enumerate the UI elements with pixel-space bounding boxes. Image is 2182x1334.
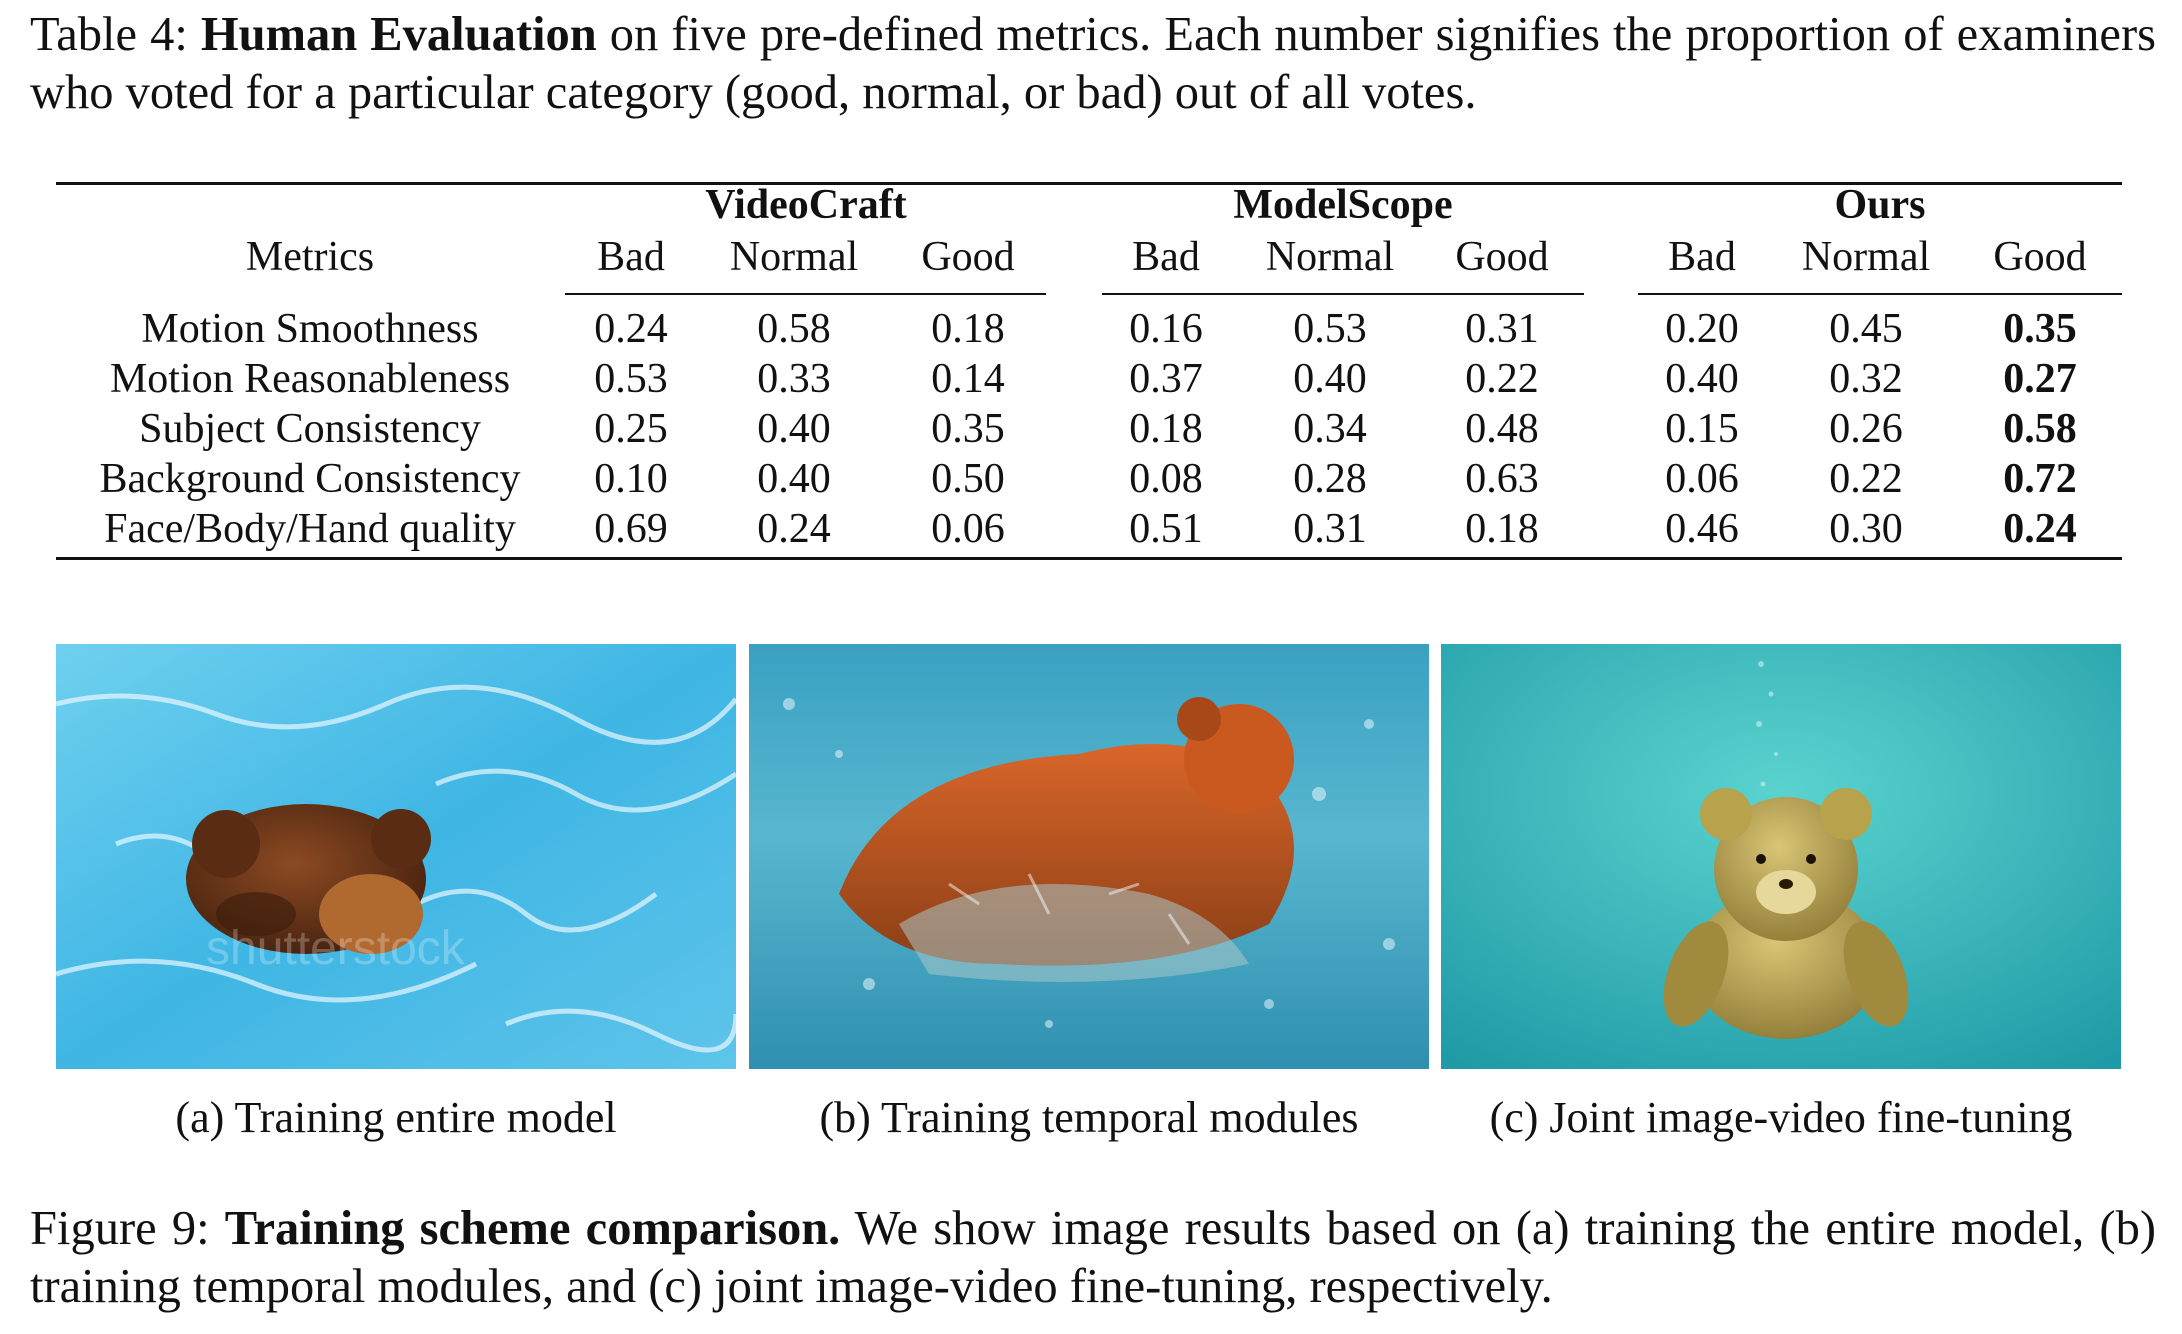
- subcaption-b: (b) Training temporal modules: [819, 1093, 1359, 1142]
- teddy-bear-splash-image: [749, 644, 1429, 1069]
- figure-panel-a: shutterstock: [56, 644, 736, 1069]
- table-cell-value: 0.69: [594, 506, 668, 552]
- metrics-header: Metrics: [245, 234, 375, 280]
- table-cell-value: 0.30: [1829, 506, 1903, 552]
- table-cell-value: 0.18: [1129, 406, 1203, 452]
- table-cell-value: 0.06: [1665, 456, 1739, 502]
- table-cell-value: 0.31: [1293, 506, 1367, 552]
- table-bottom-rule: [56, 557, 2122, 560]
- table-cell-value: 0.25: [594, 406, 668, 452]
- table-cell-value: 0.16: [1129, 306, 1203, 352]
- teddy-bear-pool-image: shutterstock: [56, 644, 736, 1069]
- table-cell-value: 0.10: [594, 456, 668, 502]
- column-header-normal: Normal: [729, 234, 859, 280]
- table-cell-value: 0.14: [931, 356, 1005, 402]
- row-metric-label: Face/Body/Hand quality: [104, 506, 516, 552]
- table-cell-value: 0.63: [1465, 456, 1539, 502]
- figure-panel-c: [1441, 644, 2121, 1069]
- table-top-rule: [56, 182, 2122, 185]
- column-header-normal: Normal: [1265, 234, 1395, 280]
- column-header-bad: Bad: [1132, 234, 1200, 280]
- row-metric-label: Motion Smoothness: [141, 306, 479, 352]
- group-header-ours: Ours: [1834, 182, 1926, 228]
- table-cell-value: 0.40: [1293, 356, 1367, 402]
- table-caption-label: Table 4:: [30, 8, 188, 61]
- table-cell-value: 0.32: [1829, 356, 1903, 402]
- table-cell-value: 0.18: [1465, 506, 1539, 552]
- row-metric-label: Motion Reasonableness: [109, 356, 511, 402]
- table-cell-value: 0.45: [1829, 306, 1903, 352]
- table-cell-value: 0.15: [1665, 406, 1739, 452]
- figure-caption-text: We show image results based on (a) train…: [30, 1202, 2156, 1313]
- figure-caption-bold: Training scheme comparison.: [224, 1202, 841, 1255]
- table-cell-value: 0.40: [757, 456, 831, 502]
- table-cell-value: 0.72: [2003, 456, 2077, 502]
- table-cell-value: 0.33: [757, 356, 831, 402]
- table-cell-value: 0.35: [2003, 306, 2077, 352]
- watermark-text: shutterstock: [206, 922, 466, 975]
- column-header-bad: Bad: [1668, 234, 1736, 280]
- table-cell-value: 0.40: [757, 406, 831, 452]
- table-cell-value: 0.34: [1293, 406, 1367, 452]
- subcaption-a: (a) Training entire model: [175, 1093, 617, 1142]
- table-cell-value: 0.58: [757, 306, 831, 352]
- table-cell-value: 0.50: [931, 456, 1005, 502]
- subcaption-c: (c) Joint image-video fine-tuning: [1489, 1093, 2073, 1142]
- table-cell-value: 0.20: [1665, 306, 1739, 352]
- group-header-videocraft: VideoCraft: [705, 182, 907, 228]
- table-cell-value: 0.24: [594, 306, 668, 352]
- column-header-normal: Normal: [1801, 234, 1931, 280]
- teddy-bear-underwater-image: [1441, 644, 2121, 1069]
- ours-cmidrule: [1638, 293, 2122, 295]
- row-metric-label: Background Consistency: [99, 456, 521, 502]
- table-cell-value: 0.40: [1665, 356, 1739, 402]
- table-cell-value: 0.53: [1293, 306, 1367, 352]
- modelscope-cmidrule: [1102, 293, 1584, 295]
- table-cell-value: 0.06: [931, 506, 1005, 552]
- table-cell-value: 0.28: [1293, 456, 1367, 502]
- table-cell-value: 0.37: [1129, 356, 1203, 402]
- group-header-modelscope: ModelScope: [1233, 182, 1453, 228]
- column-header-good: Good: [921, 234, 1015, 280]
- table-cell-value: 0.31: [1465, 306, 1539, 352]
- column-header-bad: Bad: [597, 234, 665, 280]
- table-cell-value: 0.26: [1829, 406, 1903, 452]
- table-cell-value: 0.46: [1665, 506, 1739, 552]
- table-cell-value: 0.53: [594, 356, 668, 402]
- table-cell-value: 0.27: [2003, 356, 2077, 402]
- table-cell-value: 0.35: [931, 406, 1005, 452]
- column-header-good: Good: [1993, 234, 2087, 280]
- table-caption-bold: Human Evaluation: [200, 8, 597, 61]
- table-cell-value: 0.18: [931, 306, 1005, 352]
- table-caption: Table 4: Human Evaluation on five pre-de…: [30, 6, 2156, 122]
- table-cell-value: 0.24: [757, 506, 831, 552]
- table-caption-text: on five pre-defined metrics. Each number…: [30, 8, 2156, 119]
- table-cell-value: 0.22: [1829, 456, 1903, 502]
- row-metric-label: Subject Consistency: [139, 406, 481, 452]
- table-cell-value: 0.51: [1129, 506, 1203, 552]
- table-cell-value: 0.24: [2003, 506, 2077, 552]
- videocraft-cmidrule: [565, 293, 1046, 295]
- figure-caption-label: Figure 9:: [30, 1202, 210, 1255]
- table-cell-value: 0.48: [1465, 406, 1539, 452]
- figure-panel-b: [749, 644, 1429, 1069]
- table-cell-value: 0.22: [1465, 356, 1539, 402]
- table-cell-value: 0.08: [1129, 456, 1203, 502]
- figure-caption: Figure 9: Training scheme comparison. We…: [30, 1200, 2156, 1316]
- table-cell-value: 0.58: [2003, 406, 2077, 452]
- column-header-good: Good: [1455, 234, 1549, 280]
